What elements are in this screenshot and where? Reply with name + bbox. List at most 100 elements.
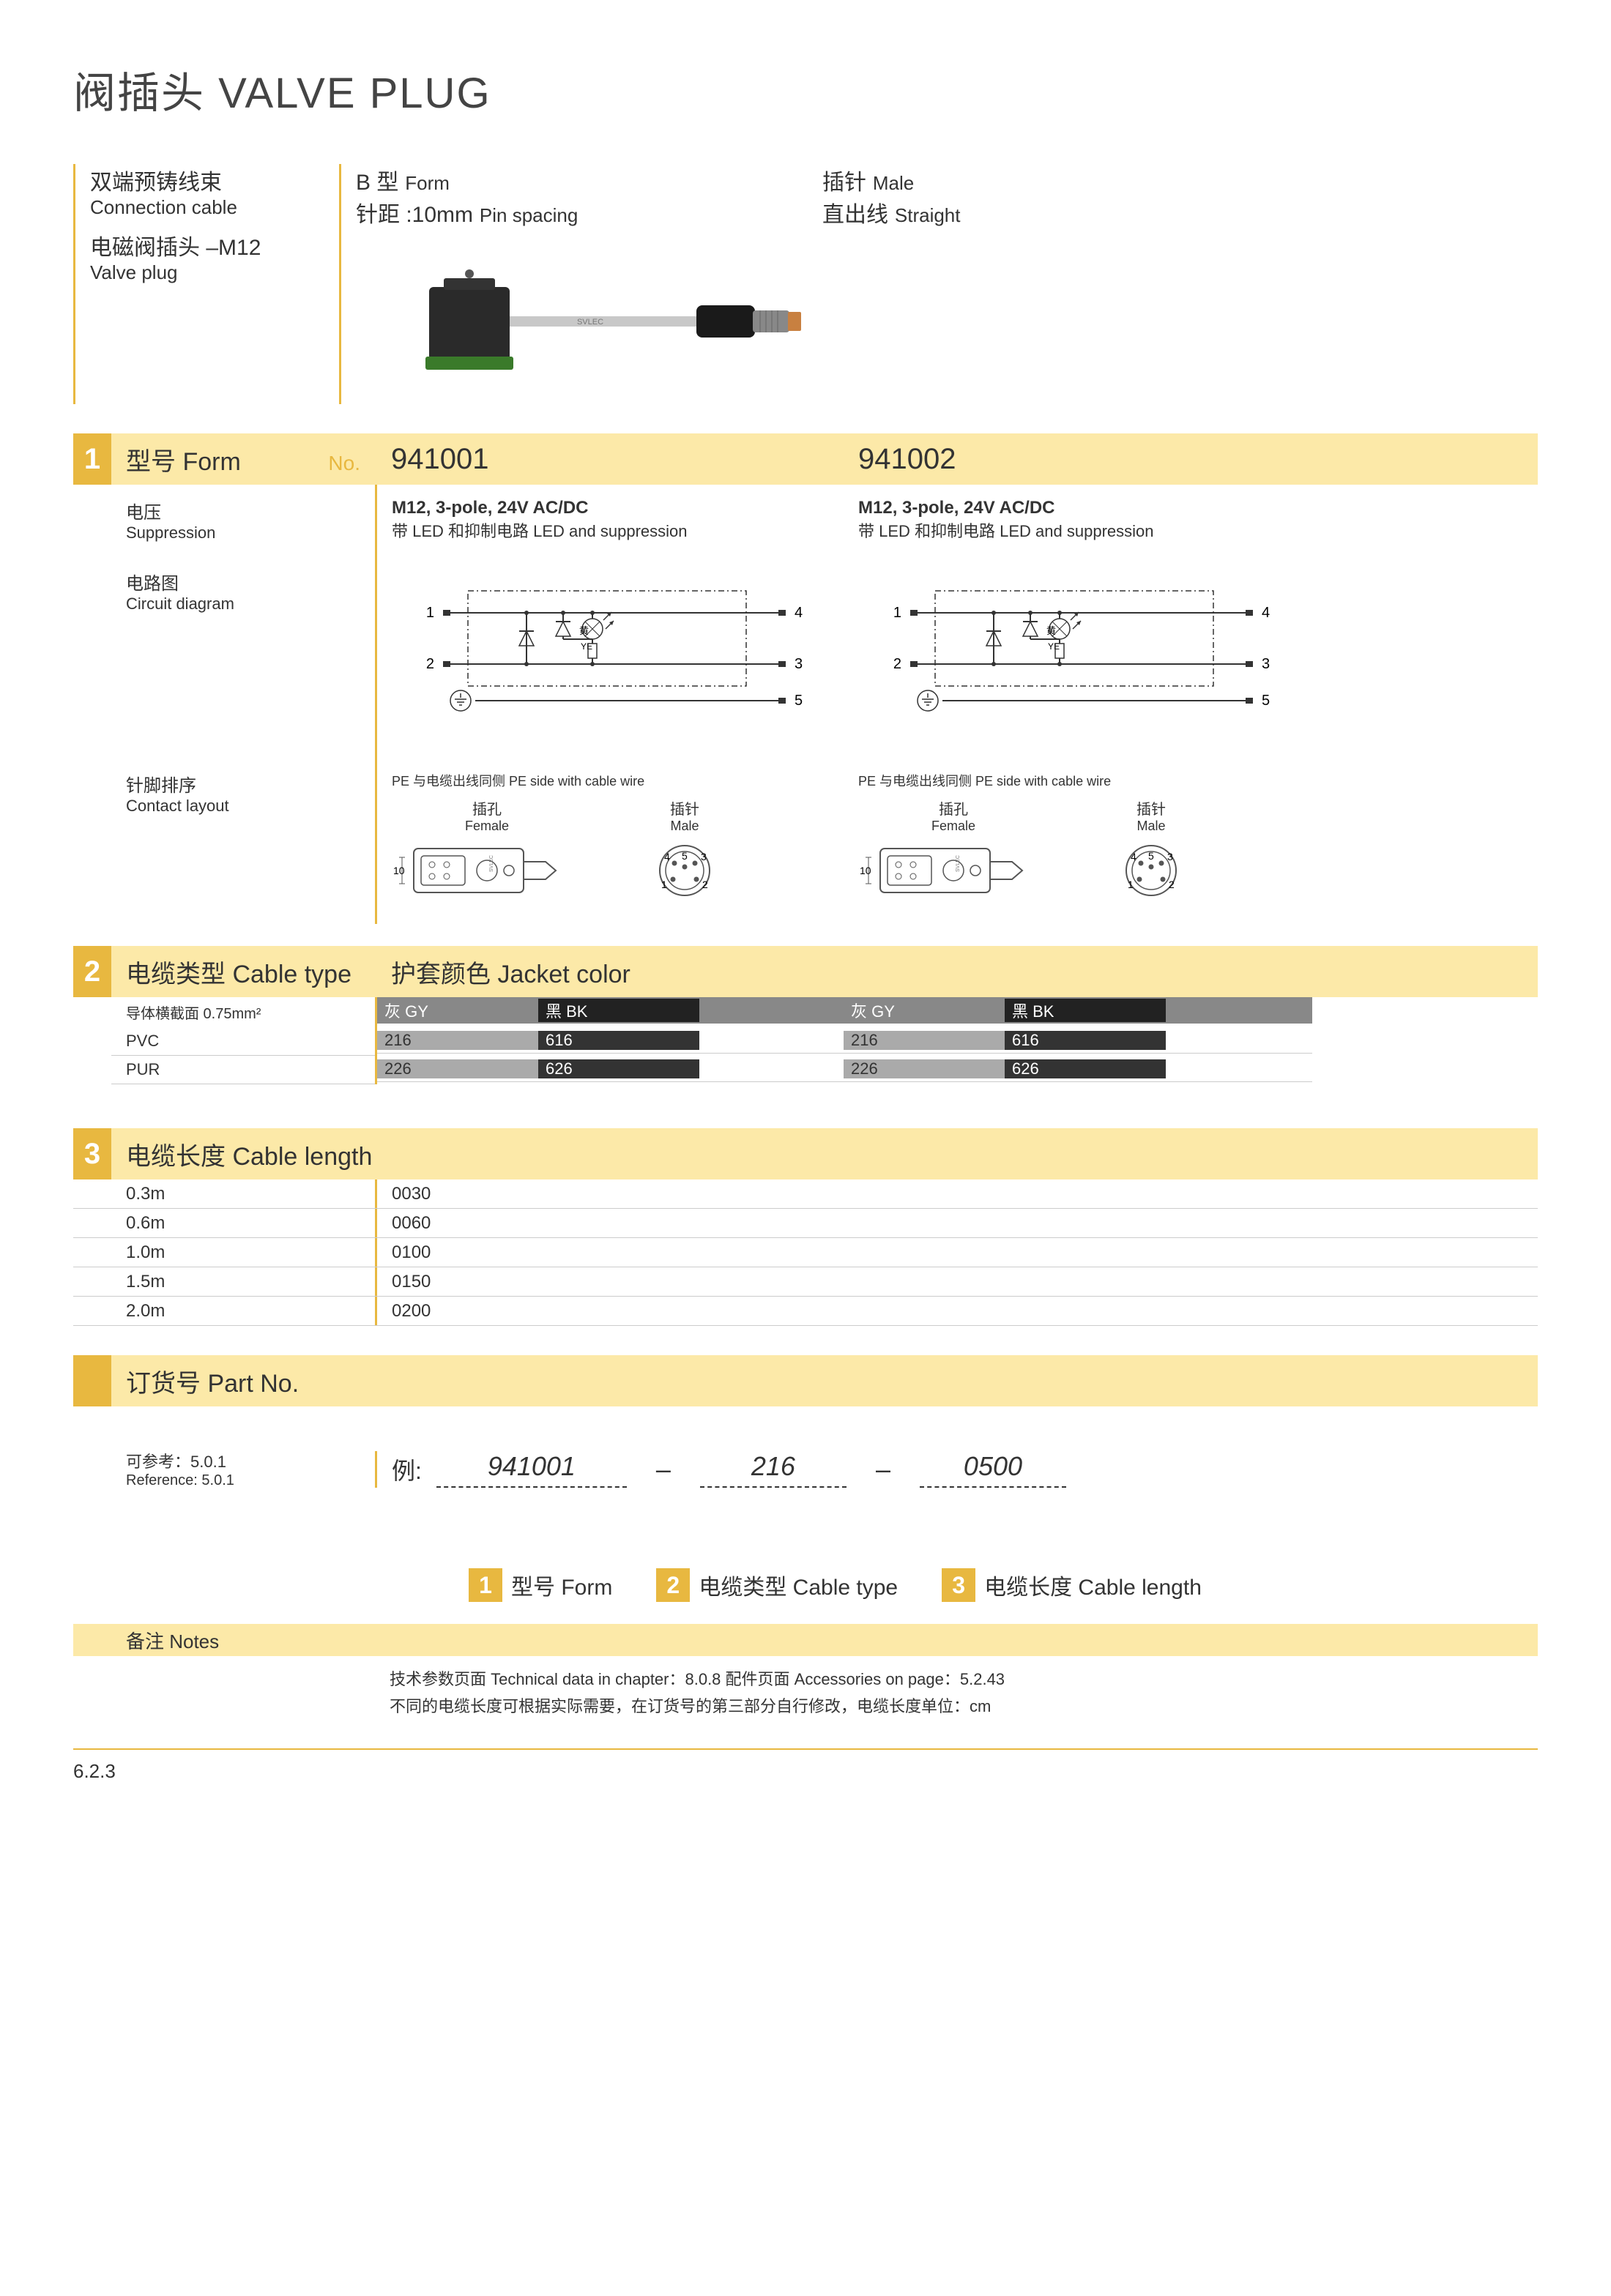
led-1: 带 LED 和抑制电路 LED and suppression: [392, 518, 836, 542]
cable-bk-code: 626: [1005, 1059, 1166, 1078]
svg-text:SVLEC: SVLEC: [489, 855, 494, 872]
hdr-mid-1-cn: 针距 :10mm: [356, 203, 473, 227]
hdr-right-0-cn: 插针: [822, 171, 866, 195]
length-row: 0.6m0060: [73, 1209, 1538, 1238]
dash2: –: [876, 1454, 890, 1485]
page-title: 阀插头 VALVE PLUG: [73, 59, 1538, 120]
svg-text:4: 4: [664, 851, 670, 862]
svg-text:3: 3: [1262, 656, 1270, 672]
legend-row: 1型号 Form2电缆类型 Cable type3电缆长度 Cable leng…: [73, 1568, 1538, 1602]
male-cn-2: 插针: [1107, 797, 1195, 819]
page-number: 6.2.3: [73, 1748, 1538, 1783]
conductor-label: 导体横截面 0.75mm²: [111, 997, 375, 1027]
ref-cn: 可参考：5.0.1: [126, 1449, 368, 1472]
hdr-left-1-en: Valve plug: [90, 261, 339, 284]
section1-title: 型号 Form No.: [111, 441, 375, 477]
circuit-cn: 电路图: [126, 569, 368, 594]
circuit-diagram-1: 1 2 4 3 5: [392, 569, 836, 745]
cable-gy-code: 216: [377, 1031, 538, 1050]
contact-cn: 针脚排序: [126, 771, 368, 797]
svg-text:YE: YE: [580, 641, 592, 652]
form-no-1: 941001: [375, 443, 844, 476]
hdr-mid-0-en: Form: [405, 172, 450, 194]
length-code: 0200: [375, 1297, 431, 1325]
cable-bk-code: 616: [1005, 1031, 1166, 1050]
length-value: 1.0m: [73, 1242, 375, 1263]
ex2: 216: [700, 1451, 847, 1488]
cable-row: PUR 226626 226626: [73, 1056, 1538, 1084]
male-en-2: Male: [1107, 819, 1195, 834]
female-en-2: Female: [858, 819, 1049, 834]
ex-label: 例:: [392, 1453, 422, 1486]
led-2: 带 LED 和抑制电路 LED and suppression: [858, 518, 1305, 542]
contact-en: Contact layout: [126, 797, 368, 816]
length-value: 0.6m: [73, 1213, 375, 1234]
footer-1: 技术参数页面 Technical data in chapter：8.0.8 配…: [73, 1666, 1538, 1692]
section1-tab: 1: [73, 433, 111, 485]
cable-gy-code: 226: [377, 1059, 538, 1078]
cable-material: PVC: [111, 1027, 375, 1056]
section3-band: 3 电缆长度 Cable length: [73, 1128, 1538, 1179]
section1-title-text: 型号 Form: [126, 441, 241, 477]
gy-label-1: 灰 GY: [377, 999, 538, 1022]
length-value: 2.0m: [73, 1301, 375, 1322]
form-no-2: 941002: [844, 443, 1312, 476]
legend-num: 1: [469, 1568, 502, 1602]
hdr-right-0-en: Male: [873, 172, 914, 194]
female-cn-2: 插孔: [858, 797, 1049, 819]
svg-text:黄: 黄: [1046, 625, 1056, 636]
ref-en: Reference: 5.0.1: [126, 1472, 368, 1489]
length-code: 0030: [375, 1179, 431, 1208]
cable-header-row: 导体横截面 0.75mm² 灰 GY黑 BK 灰 GY黑 BK: [73, 997, 1538, 1027]
header-left: 双端预铸线束 Connection cable 电磁阀插头 –M12 Valve…: [75, 164, 339, 404]
svg-text:2: 2: [425, 656, 434, 672]
cable-bk-code: 616: [538, 1031, 699, 1050]
length-code: 0060: [375, 1209, 431, 1237]
footer-2: 不同的电缆长度可根据实际需要，在订货号的第三部分自行修改，电缆长度单位：cm: [73, 1693, 1538, 1719]
cable-material: PUR: [111, 1056, 375, 1084]
svg-text:5: 5: [682, 850, 688, 862]
hdr-right-1-en: Straight: [895, 204, 961, 226]
hdr-right-1-cn: 直出线: [822, 203, 888, 227]
ex3: 0500: [920, 1451, 1066, 1488]
length-code: 0150: [375, 1267, 431, 1296]
svg-text:1: 1: [425, 605, 434, 621]
svg-text:2: 2: [893, 656, 901, 672]
length-row: 2.0m0200: [73, 1297, 1538, 1326]
male-cn-1: 插针: [641, 797, 729, 819]
ex1: 941001: [436, 1451, 627, 1488]
product-photo: SVLEC: [400, 258, 825, 390]
no-label: No.: [328, 452, 360, 475]
length-value: 1.5m: [73, 1272, 375, 1292]
header-row: 双端预铸线束 Connection cable 电磁阀插头 –M12 Valve…: [73, 164, 1538, 404]
header-mid: B 型 Form 针距 :10mm Pin spacing SVLEC: [339, 164, 808, 404]
hdr-left-0-en: Connection cable: [90, 196, 339, 219]
partno-row: 可参考：5.0.1 Reference: 5.0.1 例: 941001 – 2…: [73, 1406, 1538, 1532]
jacket-title: 护套颜色 Jacket color: [375, 954, 844, 990]
svg-text:3: 3: [701, 851, 707, 862]
male-en-1: Male: [641, 819, 729, 834]
section1-band: 1 型号 Form No. 941001 941002: [73, 433, 1538, 485]
svg-text:5: 5: [1148, 850, 1154, 862]
cable-bk-code: 626: [538, 1059, 699, 1078]
svg-text:4: 4: [1262, 605, 1270, 621]
length-row: 1.5m0150: [73, 1267, 1538, 1297]
cable-gy-code: 216: [844, 1031, 1005, 1050]
bk-label-1: 黑 BK: [538, 999, 699, 1022]
hdr-left-1-cn: 电磁阀插头 –M12: [90, 229, 339, 261]
pe-note-2: PE 与电缆出线同侧 PE side with cable wire: [858, 771, 1305, 790]
svg-text:10: 10: [860, 865, 871, 876]
hdr-left-0-cn: 双端预铸线束: [90, 164, 339, 196]
female-cn-1: 插孔: [392, 797, 582, 819]
cable-brand: SVLEC: [577, 318, 603, 327]
partno-band: 订货号 Part No.: [73, 1355, 1538, 1406]
female-connector-icon: 10 SVLEC: [392, 834, 582, 907]
section2-tab: 2: [73, 946, 111, 997]
length-row: 0.3m0030: [73, 1179, 1538, 1209]
length-value: 0.3m: [73, 1184, 375, 1204]
svg-text:4: 4: [795, 605, 803, 621]
legend-text: 电缆长度 Cable length: [984, 1569, 1202, 1601]
svg-text:10: 10: [393, 865, 405, 876]
svg-text:5: 5: [1262, 693, 1270, 709]
male-connector-icon: 4 3 1 2 5: [1107, 834, 1195, 907]
